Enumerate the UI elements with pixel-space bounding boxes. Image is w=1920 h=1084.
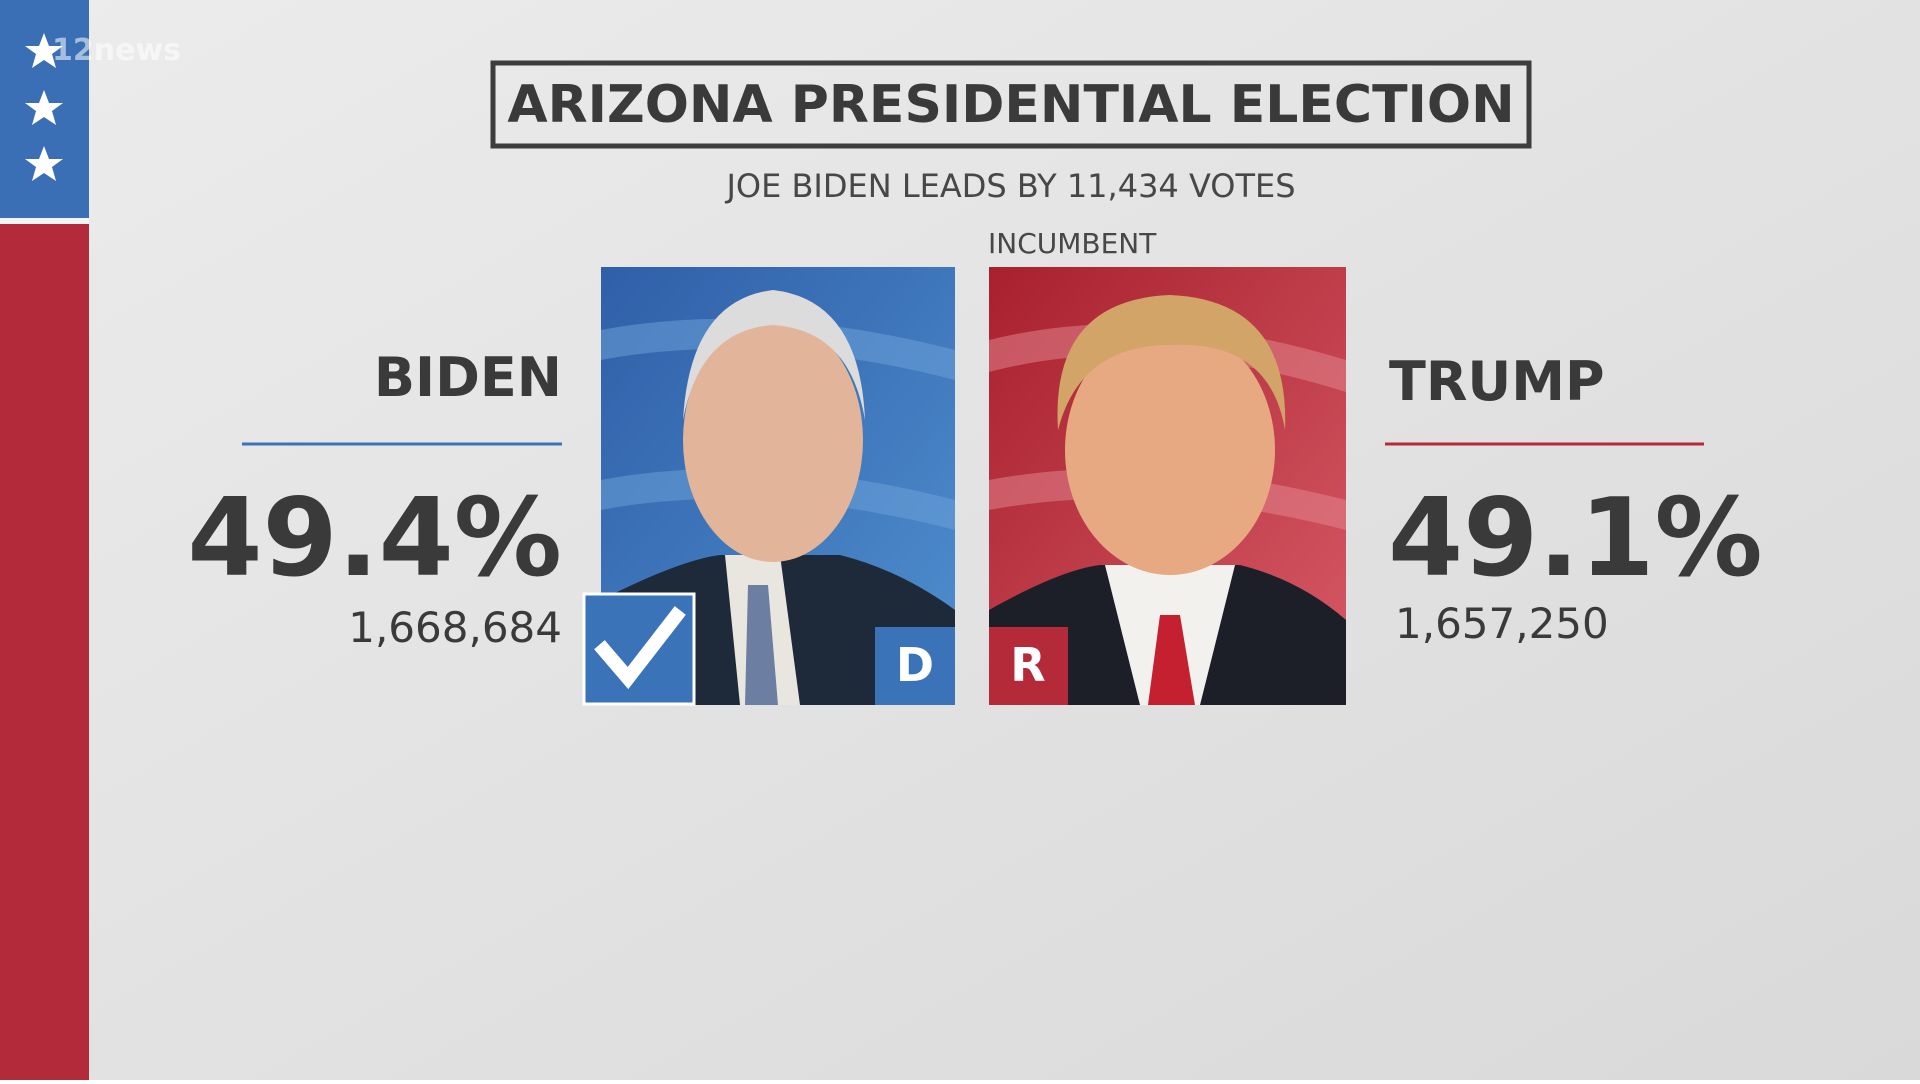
- face: [1065, 325, 1275, 575]
- logo: 12news: [52, 33, 181, 68]
- tie: [1148, 615, 1195, 705]
- tie: [745, 585, 778, 705]
- vote-count: 1,657,250: [1395, 599, 1609, 648]
- candidate-name: TRUMP: [1389, 350, 1605, 413]
- candidate-photo: [989, 267, 1346, 705]
- star: [25, 90, 63, 125]
- hair: [683, 290, 865, 420]
- hair: [1057, 295, 1286, 430]
- checkmark: [594, 606, 686, 690]
- banner-red: [0, 224, 89, 1080]
- star: [25, 33, 63, 68]
- party-label: R: [1010, 638, 1045, 692]
- vote-percent: 49.4%: [187, 476, 562, 601]
- vote-percent: 49.1%: [1388, 476, 1763, 601]
- candidate-name: BIDEN: [374, 346, 562, 409]
- title: ARIZONA PRESIDENTIAL ELECTION: [507, 75, 1514, 135]
- party-box: [989, 627, 1068, 705]
- stars: [25, 33, 63, 181]
- face: [683, 318, 863, 562]
- title-box: [490, 60, 1532, 149]
- star: [25, 146, 63, 181]
- vote-count: 1,668,684: [348, 603, 562, 652]
- subtitle: JOE BIDEN LEADS BY 11,434 VOTES: [724, 167, 1295, 205]
- incumbent-label: INCUMBENT: [988, 227, 1157, 260]
- party-box: [875, 627, 955, 705]
- party-label: D: [896, 638, 934, 692]
- banner-divider: [0, 218, 89, 224]
